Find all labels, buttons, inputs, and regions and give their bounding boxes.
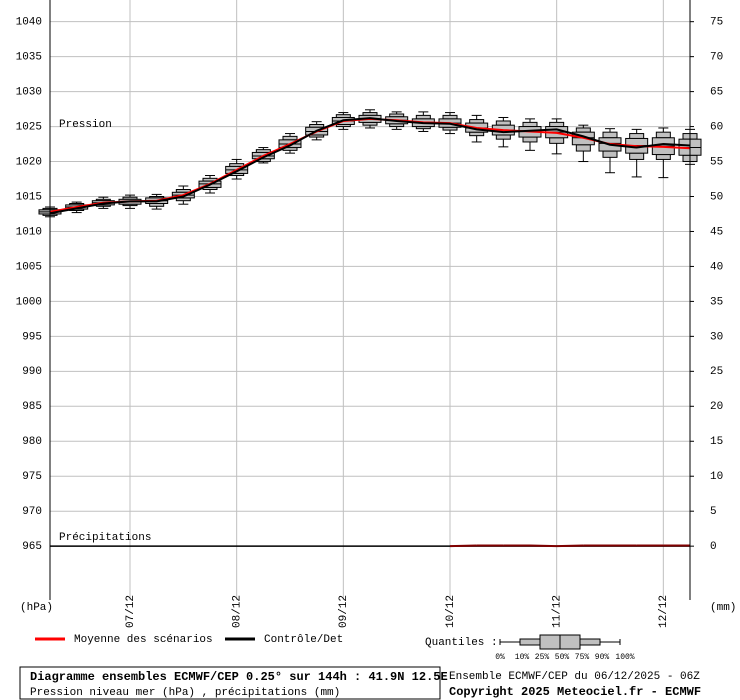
- y2-tick-label: 0: [710, 541, 717, 553]
- y2-tick-label: 25: [710, 366, 723, 378]
- y-tick-label: 1030: [16, 87, 42, 99]
- legend-label: Contrôle/Det: [264, 634, 343, 646]
- footer-title: Diagramme ensembles ECMWF/CEP 0.25° sur …: [30, 670, 448, 684]
- y2-tick-label: 35: [710, 296, 723, 308]
- y-tick-label: 1040: [16, 17, 42, 29]
- box-lower: [629, 152, 645, 160]
- quantile-legend-label: 25%: [535, 653, 550, 662]
- x-tick-label: 10/12: [445, 595, 457, 628]
- y2-tick-label: 20: [710, 401, 723, 413]
- box-lower: [655, 154, 671, 160]
- y2-tick-label: 55: [710, 156, 723, 168]
- pressure-label: Pression: [59, 119, 112, 131]
- quantile-legend-label: 75%: [575, 653, 590, 662]
- x-tick-label: 07/12: [125, 595, 137, 628]
- x-tick-label: 08/12: [232, 595, 244, 628]
- y-tick-label: 1020: [16, 156, 42, 168]
- y2-tick-label: 10: [710, 471, 723, 483]
- precip-mean: [449, 544, 477, 548]
- y-tick-label: 1000: [16, 296, 42, 308]
- y-tick-label: 970: [22, 506, 42, 518]
- box-upper: [415, 114, 431, 120]
- line-1: [49, 117, 691, 215]
- y2-tick-label: 15: [710, 436, 723, 448]
- y2-tick-label: 30: [710, 331, 723, 343]
- y-tick-label: 1005: [16, 261, 42, 273]
- box-upper: [522, 121, 538, 128]
- box-upper: [442, 114, 458, 120]
- box-lower: [522, 136, 538, 143]
- y-tick-label: 975: [22, 471, 42, 483]
- y-tick-label: 1025: [16, 121, 42, 133]
- quantile-legend-label: 90%: [595, 653, 610, 662]
- precip-mean: [556, 544, 584, 548]
- box-upper: [495, 120, 511, 126]
- y-tick-label: 980: [22, 436, 42, 448]
- quantile-label: Quantiles :: [425, 637, 498, 649]
- y2-tick-label: 40: [710, 261, 723, 273]
- box-lower: [549, 137, 565, 144]
- x-tick-label: 12/12: [658, 595, 670, 628]
- y2-tick-label: 65: [710, 87, 723, 99]
- y-tick-label: 985: [22, 401, 42, 413]
- y-axis-label: (hPa): [20, 602, 53, 614]
- box-upper: [655, 131, 671, 139]
- y2-tick-label: 70: [710, 52, 723, 64]
- footer-copyright: Copyright 2025 Meteociel.fr - ECMWF: [449, 685, 701, 699]
- quantile-legend-label: 10%: [515, 653, 530, 662]
- y2-tick-label: 45: [710, 226, 723, 238]
- box-upper: [629, 133, 645, 139]
- box-upper: [602, 131, 618, 139]
- y2-tick-label: 60: [710, 121, 723, 133]
- y-tick-label: 990: [22, 366, 42, 378]
- y2-tick-label: 5: [710, 506, 717, 518]
- box-upper: [282, 135, 298, 141]
- y-tick-label: 1010: [16, 226, 42, 238]
- legend-label: Moyenne des scénarios: [74, 634, 213, 646]
- y-tick-label: 965: [22, 541, 42, 553]
- box-upper: [469, 119, 485, 124]
- box-upper: [575, 127, 591, 133]
- footer-run: Ensemble ECMWF/CEP du 06/12/2025 - 06Z: [449, 671, 700, 683]
- quantile-legend-label: 50%: [555, 653, 570, 662]
- footer-box: [19, 666, 441, 700]
- footer-subtitle: Pression niveau mer (hPa) , précipitatio…: [30, 687, 340, 699]
- y-tick-label: 1035: [16, 52, 42, 64]
- quantile-legend-label: 0%: [495, 653, 505, 662]
- precip-mean: [529, 544, 557, 548]
- box-upper: [549, 121, 565, 128]
- plot: [38, 109, 702, 548]
- box-lower: [495, 134, 511, 140]
- box-lower: [575, 144, 591, 152]
- y-tick-label: 995: [22, 331, 42, 343]
- y2-axis-label: (mm): [710, 602, 736, 614]
- box-lower: [602, 150, 618, 158]
- box-lower: [469, 131, 485, 137]
- y2-tick-label: 75: [710, 17, 723, 29]
- quantile-legend-label: 100%: [615, 653, 634, 662]
- precip-label: Précipitations: [59, 532, 151, 544]
- x-tick-label: 09/12: [338, 595, 350, 628]
- y2-tick-label: 50: [710, 191, 723, 203]
- x-tick-label: 11/12: [552, 595, 564, 628]
- y-tick-label: 1015: [16, 191, 42, 203]
